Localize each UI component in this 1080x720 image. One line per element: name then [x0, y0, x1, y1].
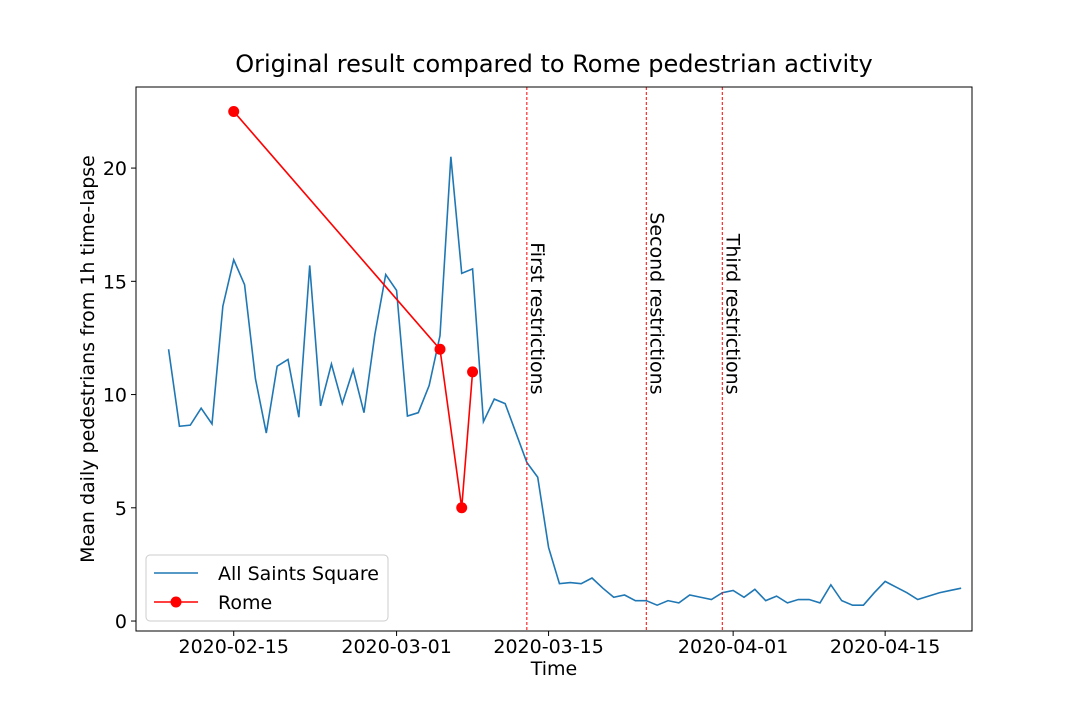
- legend-label: Rome: [218, 592, 272, 614]
- y-tick-label: 10: [103, 385, 127, 407]
- x-tick-label: 2020-03-01: [341, 636, 451, 658]
- restriction-label: Third restrictions: [721, 233, 743, 395]
- legend-box: [145, 554, 389, 622]
- x-tick-label: 2020-04-01: [678, 636, 788, 658]
- plot-area: [136, 87, 972, 631]
- series-marker: [456, 502, 468, 514]
- series-marker: [467, 366, 479, 378]
- axes-frame: [135, 86, 973, 632]
- legend-label: All Saints Square: [218, 563, 379, 585]
- series-line: [233, 110, 474, 508]
- y-tick-label: 0: [115, 611, 127, 633]
- y-tick-label: 20: [103, 158, 127, 180]
- x-axis-label: Time: [530, 658, 578, 680]
- series-marker: [434, 343, 446, 355]
- y-tick-label: 15: [103, 271, 127, 293]
- x-tick-label: 2020-02-15: [179, 636, 289, 658]
- y-tick-label: 5: [115, 498, 127, 520]
- series-line: [167, 156, 962, 607]
- restriction-label: First restrictions: [526, 242, 548, 394]
- series-marker: [228, 105, 240, 117]
- restriction-label: Second restrictions: [645, 212, 667, 394]
- chart-title: Original result compared to Rome pedestr…: [235, 50, 872, 78]
- x-tick-label: 2020-04-15: [830, 636, 940, 658]
- y-axis-label: Mean daily pedestrians from 1h time-laps…: [77, 155, 99, 563]
- x-tick-label: 2020-03-15: [493, 636, 603, 658]
- legend-marker: [170, 596, 182, 608]
